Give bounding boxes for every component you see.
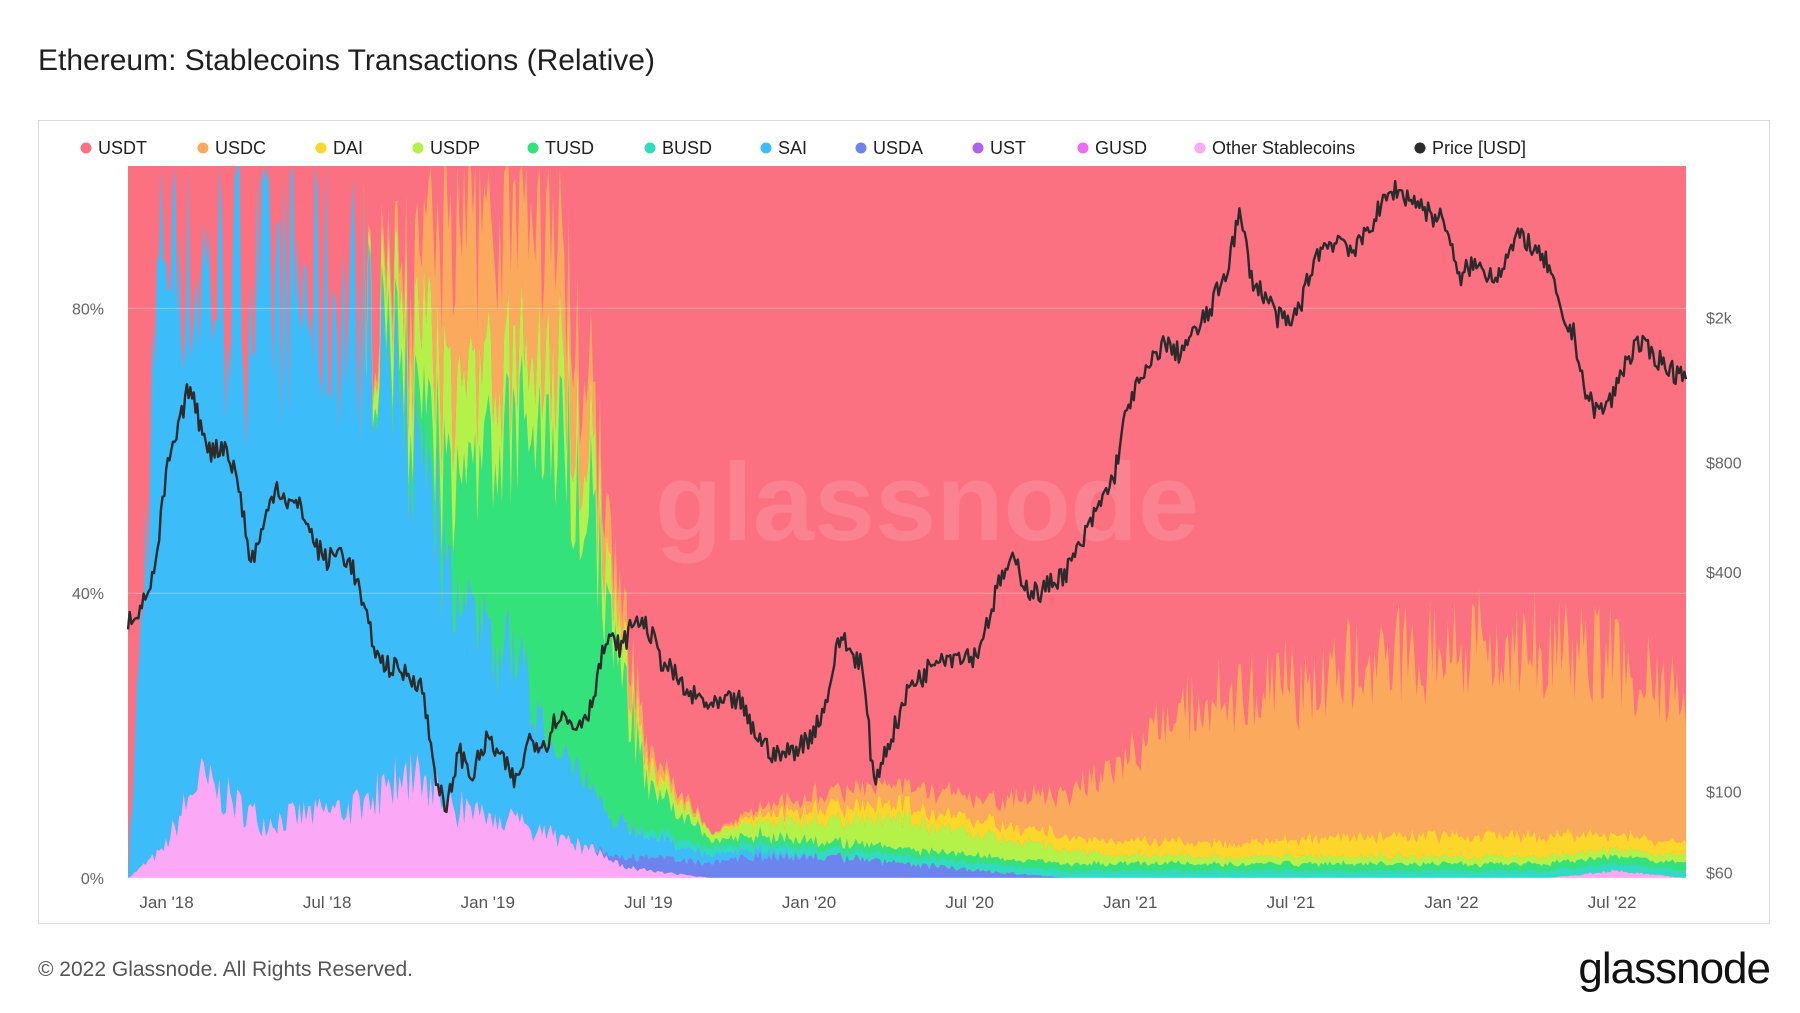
legend-label: GUSD: [1095, 138, 1147, 158]
legend-item-busd[interactable]: BUSD: [644, 138, 713, 158]
brand-logo: glassnode: [1578, 944, 1771, 993]
legend-marker: [527, 142, 539, 154]
x-tick-label: Jul '19: [624, 893, 673, 912]
legend-label: TUSD: [545, 138, 594, 158]
legend-item-dai[interactable]: DAI: [315, 138, 364, 158]
watermark: glassnode: [655, 441, 1199, 564]
series-area-sai: [128, 166, 1686, 878]
legend-marker: [1194, 142, 1206, 154]
legend-marker: [760, 142, 772, 154]
legend-label: BUSD: [662, 138, 712, 158]
chart-frame: [38, 120, 1770, 924]
y-left-tick-label: 80%: [72, 301, 104, 318]
legend-marker: [1077, 142, 1089, 154]
x-tick-label: Jul '21: [1267, 893, 1316, 912]
legend-item-ust[interactable]: UST: [972, 138, 1027, 158]
y-left-tick-label: 0%: [81, 871, 104, 888]
legend-label: Other Stablecoins: [1212, 138, 1355, 158]
x-tick-label: Jan '20: [782, 893, 836, 912]
legend-marker: [412, 142, 424, 154]
legend-label: USDC: [215, 138, 266, 158]
legend-item-usdt[interactable]: USDT: [80, 138, 148, 158]
legend-item-gusd[interactable]: GUSD: [1077, 138, 1148, 158]
legend-label: USDT: [98, 138, 147, 158]
legend-label: USDP: [430, 138, 480, 158]
legend-item-usdc[interactable]: USDC: [197, 138, 267, 158]
x-tick-label: Jan '22: [1424, 893, 1478, 912]
legend-label: UST: [990, 138, 1026, 158]
legend-label: USDA: [873, 138, 923, 158]
legend-marker: [315, 142, 327, 154]
y-right-tick-label: $400: [1706, 565, 1742, 582]
legend-marker: [644, 142, 656, 154]
legend-label: Price [USD]: [1432, 138, 1526, 158]
x-tick-label: Jul '20: [945, 893, 994, 912]
legend-marker: [855, 142, 867, 154]
chart-svg[interactable]: glassnode 0% 40% 80% $60 $100 $400 $800 $2k Jan '…: [0, 120, 1800, 940]
x-tick-label: Jan '18: [139, 893, 193, 912]
legend-item-other-stablecoins[interactable]: Other Stablecoins: [1194, 138, 1356, 158]
legend-item-price-usd[interactable]: Price [USD]: [1414, 138, 1527, 158]
legend-marker: [1414, 142, 1426, 154]
legend-marker: [80, 142, 92, 154]
chart-title: Ethereum: Stablecoins Transactions (Rela…: [38, 44, 655, 77]
y-right-tick-label: $100: [1706, 785, 1742, 802]
legend-marker: [972, 142, 984, 154]
y-right-tick-label: $60: [1706, 866, 1733, 883]
price-line: [126, 179, 1688, 814]
series-area-usdc: [128, 166, 1686, 878]
x-tick-label: Jul '22: [1588, 893, 1637, 912]
series-area-tusd: [128, 166, 1686, 878]
x-tick-label: Jul '18: [303, 893, 352, 912]
copyright-footer: © 2022 Glassnode. All Rights Reserved.: [38, 958, 414, 981]
y-right-tick-label: $2k: [1706, 310, 1733, 327]
legend-marker: [197, 142, 209, 154]
legend-label: SAI: [778, 138, 807, 158]
series-area-other-stablecoins: [128, 750, 1686, 878]
y-left-tick-label: 40%: [72, 586, 104, 603]
legend-item-tusd[interactable]: TUSD: [527, 138, 595, 158]
y-right-tick-label: $800: [1706, 455, 1742, 472]
x-tick-label: Jan '21: [1103, 893, 1157, 912]
legend-item-usda[interactable]: USDA: [855, 138, 924, 158]
legend-item-sai[interactable]: SAI: [760, 138, 808, 158]
x-tick-label: Jan '19: [461, 893, 515, 912]
legend-label: DAI: [333, 138, 363, 158]
legend-item-usdp[interactable]: USDP: [412, 138, 481, 158]
